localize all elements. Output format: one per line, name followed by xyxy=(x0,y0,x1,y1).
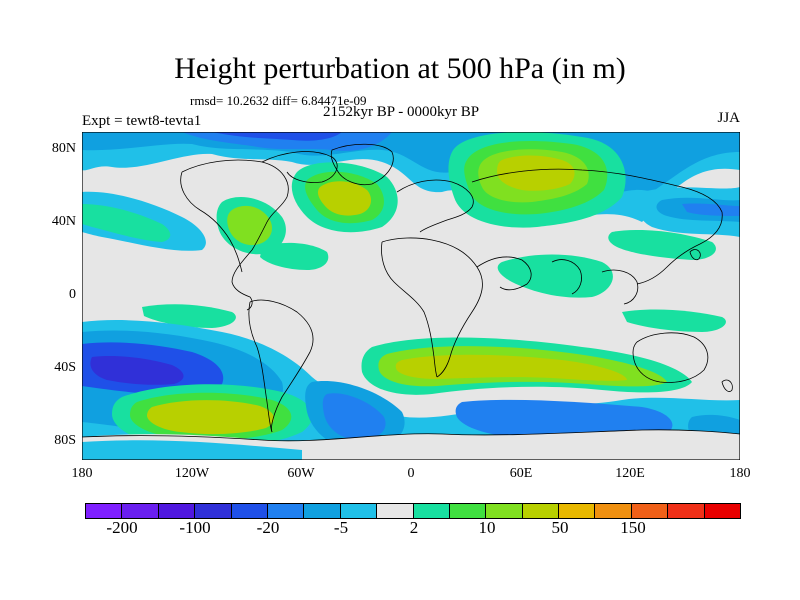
colorbar-swatch-7 xyxy=(304,504,341,518)
colorbar-label-7: 50 xyxy=(551,518,569,537)
colorbar-swatch-14 xyxy=(559,504,596,518)
x-label-60e: 60E xyxy=(509,466,533,481)
colorbar-swatch-13 xyxy=(522,504,560,518)
colorbar-swatch-4 xyxy=(195,504,232,518)
x-label-180w: 180 xyxy=(71,466,93,481)
contour-map xyxy=(82,132,740,460)
colorbar-swatch-1 xyxy=(86,504,123,518)
colorbar-swatch-5 xyxy=(231,504,268,518)
colorbar-swatch-10 xyxy=(413,504,450,518)
x-label-60w: 60W xyxy=(287,466,315,481)
y-label-40s: 40S xyxy=(54,360,76,375)
colorbar-swatch-15 xyxy=(595,504,632,518)
africa-coast xyxy=(381,237,483,378)
x-label-120w: 120W xyxy=(174,466,210,481)
antarctica-coast xyxy=(82,429,740,442)
colorbar-label-8: 150 xyxy=(620,518,646,537)
colorbar-label-1: -200 xyxy=(106,518,138,537)
colorbar-label-5: 2 xyxy=(409,518,419,537)
europe-coast xyxy=(396,179,474,233)
coastlines xyxy=(82,143,740,442)
colorbar-swatch-18 xyxy=(704,504,741,518)
australia-coast xyxy=(632,332,709,383)
colorbar-swatch-6 xyxy=(267,504,305,518)
colorbar-swatch-12 xyxy=(486,504,523,518)
colorbar-swatch-2 xyxy=(122,504,159,518)
y-label-80n: 80N xyxy=(51,141,76,156)
colorbar-swatch-8 xyxy=(340,504,378,518)
colorbar-swatch-17 xyxy=(668,504,705,518)
contour-fills-south xyxy=(82,320,740,460)
colorbar-swatch-11 xyxy=(449,504,487,518)
colorbar xyxy=(85,503,741,519)
map-title: Height perturbation at 500 hPa (in m) xyxy=(174,52,626,85)
colorbar-label-2: -100 xyxy=(179,518,211,537)
x-label-120e: 120E xyxy=(615,466,645,481)
contour-fills-tropics xyxy=(142,230,726,332)
y-label-80s: 80S xyxy=(54,433,76,448)
greenland-coast xyxy=(330,143,394,186)
x-label-180e: 180 xyxy=(729,466,751,481)
colorbar-label-3: -20 xyxy=(256,518,280,537)
season-label: JJA xyxy=(717,110,740,126)
colorbar-swatch-3 xyxy=(158,504,196,518)
colorbar-label-4: -5 xyxy=(333,518,349,537)
y-label-0: 0 xyxy=(69,287,76,302)
statistics-label: rmsd= 10.2632 diff= 6.84471e-09 xyxy=(190,93,367,108)
x-label-0: 0 xyxy=(407,466,415,481)
experiment-label: Expt = tewt8-tevta1 xyxy=(82,113,202,129)
colorbar-swatch-9 xyxy=(377,504,414,518)
colorbar-label-6: 10 xyxy=(478,518,496,537)
map-plot-area xyxy=(82,132,740,460)
south-america-coast xyxy=(249,299,314,433)
asia-coast xyxy=(471,168,723,285)
colorbar-swatch-16 xyxy=(631,504,669,518)
contour-fills-north xyxy=(82,132,740,255)
period-label: 2152kyr BP - 0000kyr BP xyxy=(323,104,480,120)
y-label-40n: 40N xyxy=(51,214,76,229)
